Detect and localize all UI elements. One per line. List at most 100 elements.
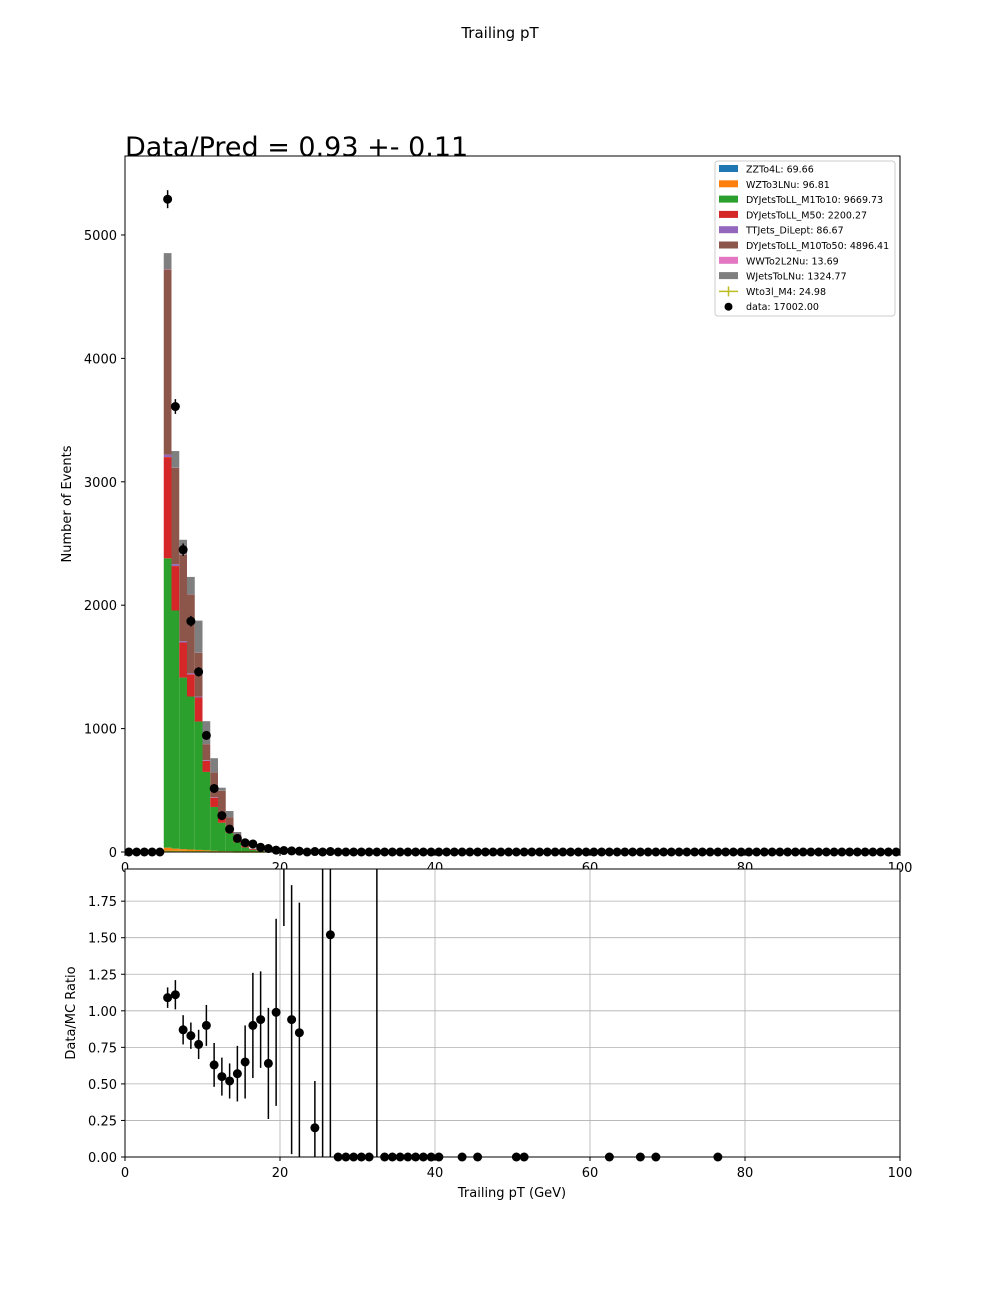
bar-ttjets-dilept-bin-5 <box>202 760 211 761</box>
data-point <box>240 838 250 848</box>
ratio-point <box>225 1076 235 1086</box>
bar-dyjetstoll-m1to10-bin-5 <box>202 771 211 851</box>
y-tick-label: 0.75 <box>88 1041 117 1056</box>
y-tick-label: 5000 <box>84 229 117 244</box>
legend-label-wto3l-m4: Wto3l_M4: 24.98 <box>746 287 826 298</box>
legend-label-dyjetstoll-m50: DYJetsToLL_M50: 2200.27 <box>746 210 867 221</box>
legend-label-data: data: 17002.00 <box>746 302 819 313</box>
figure-title: Trailing pT <box>460 24 539 42</box>
bar-dyjetstoll-m1to10-bin-0 <box>163 558 172 848</box>
data-point <box>225 824 235 834</box>
bar-ttjets-dilept-bin-4 <box>194 696 203 698</box>
bar-wzto3lnu-bin-4 <box>194 849 203 852</box>
ratio-point <box>263 1058 273 1068</box>
bar-dyjetstoll-m1to10-bin-10 <box>241 847 249 852</box>
bar-dyjetstoll-m10to50-bin-11 <box>249 848 257 850</box>
data-point <box>170 402 180 412</box>
legend-swatch-dyjetstoll-m50 <box>719 210 738 218</box>
bar-wjetstolnu-bin-9 <box>233 832 242 835</box>
data-point <box>178 545 188 555</box>
bar-dyjetstoll-m10to50-bin-5 <box>202 744 211 761</box>
bar-dyjetstoll-m10to50-bin-3 <box>187 594 195 674</box>
data-point <box>232 833 242 843</box>
legend-label-wjetstolnu: WJetsToLNu: 1324.77 <box>746 272 847 283</box>
legend-label-wzto3lnu: WZTo3LNu: 96.81 <box>746 180 830 191</box>
legend-label-dyjetstoll-m10to50: DYJetsToLL_M10To50: 4896.41 <box>746 241 889 252</box>
data-point <box>186 616 196 626</box>
legend-swatch-wzto3lnu <box>719 180 738 188</box>
ratio-plot-frame <box>124 868 901 1158</box>
x-tick-label: 60 <box>582 1166 599 1181</box>
bar-dyjetstoll-m1to10-bin-3 <box>187 696 195 850</box>
data-point <box>248 839 258 849</box>
ratio-point <box>201 1020 211 1030</box>
ratio-point <box>294 1028 304 1038</box>
bar-ttjets-dilept-bin-0 <box>163 454 172 458</box>
legend-swatch-dyjetstoll-m10to50 <box>719 241 738 249</box>
bar-dyjetstoll-m1to10-bin-9 <box>233 842 242 852</box>
data-point <box>217 811 227 821</box>
bar-ttjets-dilept-bin-2 <box>179 641 187 643</box>
y-tick-label: 1000 <box>84 723 117 738</box>
ratio-panel: 0 20 40 60 80 100 0.00 0.25 0.50 0.75 1.00 1.25 1.5… <box>64 868 913 1201</box>
y-tick-label: 1.50 <box>88 932 117 947</box>
bar-ttjets-dilept-bin-3 <box>187 673 195 675</box>
bar-dyjetstoll-m1to10-bin-1 <box>171 610 180 849</box>
bar-dyjetstoll-m50-bin-2 <box>179 642 187 678</box>
bar-dyjetstoll-m1to10-bin-4 <box>194 721 203 850</box>
data-point <box>201 730 211 740</box>
ratio-point <box>170 990 180 1000</box>
legend-label-zzto4l: ZZTo4L: 69.66 <box>746 165 814 176</box>
x-tick-label: 0 <box>121 1166 129 1181</box>
ratio-point <box>194 1039 204 1049</box>
bar-dyjetstoll-m10to50-bin-2 <box>179 554 187 642</box>
y-tick-label: 0 <box>109 846 117 861</box>
ratio-point <box>325 930 335 940</box>
ratio-point <box>287 1015 297 1025</box>
main-plot-frame <box>124 155 901 853</box>
ratio-point <box>232 1069 242 1079</box>
ratio-point <box>186 1031 196 1041</box>
ratio-y-axis-label: Data/MC Ratio <box>64 966 79 1059</box>
y-tick-label: 0.25 <box>88 1114 117 1129</box>
bar-wjetstolnu-bin-0 <box>163 253 172 270</box>
y-tick-label: 0.00 <box>88 1151 117 1166</box>
ratio-point <box>256 1015 266 1025</box>
ratio-y-ticks: 0.00 0.25 0.50 0.75 1.00 1.25 1.50 1.75 <box>88 895 125 1166</box>
bar-dyjetstoll-m10to50-bin-0 <box>163 269 172 455</box>
ratio-x-ticks: 0 20 40 60 80 100 <box>121 1157 913 1181</box>
bar-wjetstolnu-bin-3 <box>187 576 195 595</box>
bar-dyjetstoll-m50-bin-1 <box>171 566 180 611</box>
x-tick-label: 100 <box>888 1166 913 1181</box>
data-point <box>271 845 281 855</box>
ratio-point <box>240 1057 250 1067</box>
ratio-point <box>310 1123 320 1133</box>
bar-dyjetstoll-m50-bin-4 <box>194 697 203 722</box>
data-point <box>294 846 304 856</box>
bar-wzto3lnu-bin-5 <box>202 850 211 852</box>
legend-box <box>714 160 896 317</box>
legend: ZZTo4L: 69.66 WZTo3LNu: 96.81 DYJetsToLL_M… <box>714 160 896 317</box>
legend-label-ttjets-dilept: TTJets_DiLept: 86.67 <box>745 226 844 237</box>
main-y-ticks: 0 1000 2000 3000 4000 5000 <box>84 229 125 861</box>
ratio-point <box>209 1060 219 1070</box>
legend-swatch-wwto2l2nu <box>719 256 738 264</box>
bar-dyjetstoll-m10to50-bin-1 <box>171 467 180 565</box>
ratio-point <box>271 1007 281 1017</box>
ratio-point <box>163 993 173 1003</box>
data-point <box>256 842 266 852</box>
data-point <box>279 846 289 856</box>
bar-wzto3lnu-bin-2 <box>179 849 187 851</box>
data-point <box>263 844 273 854</box>
bar-dyjetstoll-m1to10-bin-7 <box>218 822 226 852</box>
data-point <box>194 667 204 677</box>
ratio-grid <box>125 869 900 1157</box>
main-y-axis-label: Number of Events <box>60 445 75 562</box>
bar-ttjets-dilept-bin-1 <box>171 564 180 567</box>
ratio-point <box>178 1025 188 1035</box>
bar-wzto3lnu-bin-1 <box>171 848 180 851</box>
legend-swatch-wjetstolnu <box>719 272 738 280</box>
x-tick-label: 20 <box>272 1166 289 1181</box>
bar-dyjetstoll-m1to10-bin-11 <box>249 850 257 852</box>
